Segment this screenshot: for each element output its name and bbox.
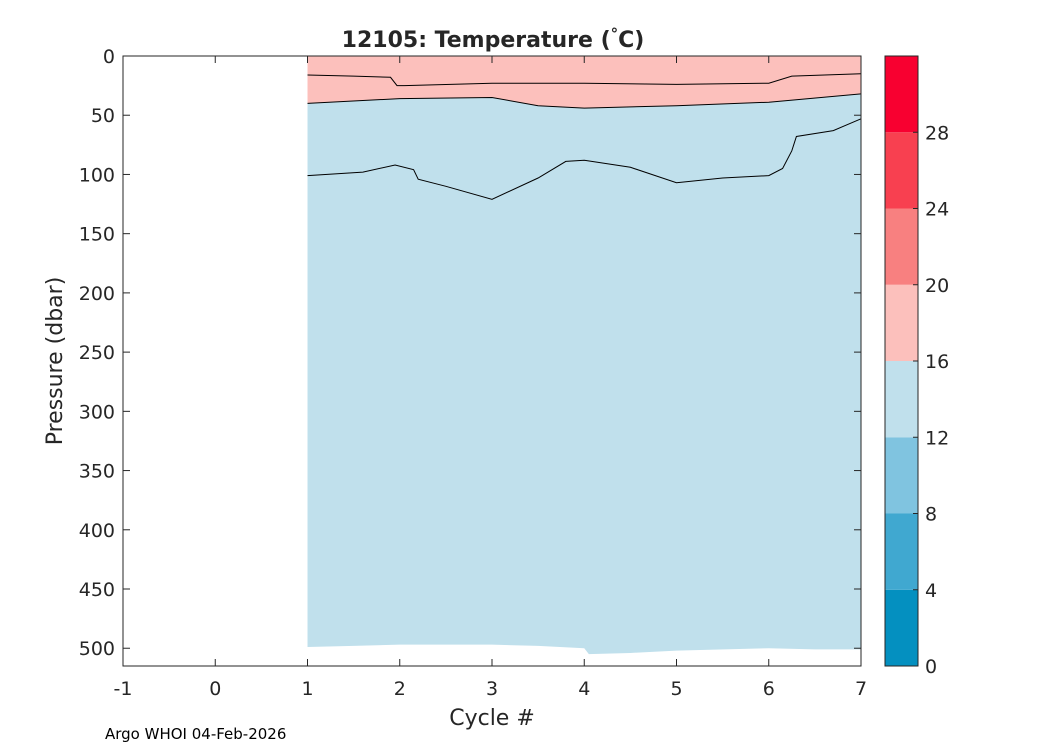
x-axis-ticks: -1 0 1 2 3 4 5 6 7 (114, 56, 867, 700)
colorbar-band-24-28 (885, 132, 918, 209)
colorbar-tick-label: 12 (925, 427, 949, 449)
x-tick-label: -1 (114, 678, 133, 700)
x-tick-label: 2 (394, 678, 406, 700)
colorbar-band-4-8 (885, 513, 918, 590)
footer-credit: Argo WHOI 04-Feb-2026 (105, 725, 287, 743)
x-tick-label: 4 (578, 678, 590, 700)
colorbar-tick-label: 28 (925, 122, 949, 144)
y-axis-ticks: 0 50 100 150 200 250 300 350 400 450 500 (79, 46, 861, 660)
x-tick-label: 1 (301, 678, 313, 700)
x-tick-label: 5 (670, 678, 682, 700)
colorbar-tick-label: 0 (925, 656, 937, 678)
colorbar-band-16-20 (885, 284, 918, 361)
x-tick-label: 3 (486, 678, 498, 700)
colorbar-tick-label: 4 (925, 580, 937, 602)
y-tick-label: 400 (79, 520, 115, 542)
x-tick-label: 0 (209, 678, 221, 700)
y-axis-label: Pressure (dbar) (43, 277, 68, 446)
contour-16 (307, 93, 862, 109)
y-tick-label: 50 (91, 105, 115, 127)
y-tick-label: 500 (79, 638, 115, 660)
y-tick-label: 300 (79, 401, 115, 423)
x-axis-label: Cycle # (449, 706, 535, 731)
y-tick-label: 0 (103, 46, 115, 68)
contour-18 (307, 73, 862, 87)
x-tick-label: 6 (763, 678, 775, 700)
colorbar-tick-label: 20 (925, 275, 949, 297)
chart-title: 12105: Temperature (°C) (342, 25, 645, 53)
y-tick-label: 450 (79, 579, 115, 601)
contour-14 (307, 118, 862, 200)
colorbar: 0 4 8 12 16 20 24 28 (884, 55, 949, 678)
region-16-20 (307, 56, 861, 109)
y-tick-label: 250 (79, 342, 115, 364)
y-tick-label: 350 (79, 461, 115, 483)
colorbar-tick-label: 24 (925, 199, 949, 221)
contour-lines (307, 73, 862, 200)
colorbar-band-20-24 (885, 208, 918, 285)
y-tick-label: 200 (79, 283, 115, 305)
colorbar-band-12-16 (885, 361, 918, 438)
colorbar-band-28-32 (885, 56, 918, 133)
data-fill-layer (307, 56, 861, 655)
colorbar-tick-label: 8 (925, 504, 937, 526)
plot-area: -1 0 1 2 3 4 5 6 7 0 50 100 150 200 250 300 350 400 450 50… (79, 46, 867, 700)
y-tick-label: 100 (79, 164, 115, 186)
colorbar-band-8-12 (885, 437, 918, 514)
y-tick-label: 150 (79, 224, 115, 246)
colorbar-band-0-4 (885, 589, 918, 666)
region-12-16 (307, 56, 861, 655)
colorbar-tick-label: 16 (925, 351, 949, 373)
x-tick-label: 7 (855, 678, 867, 700)
